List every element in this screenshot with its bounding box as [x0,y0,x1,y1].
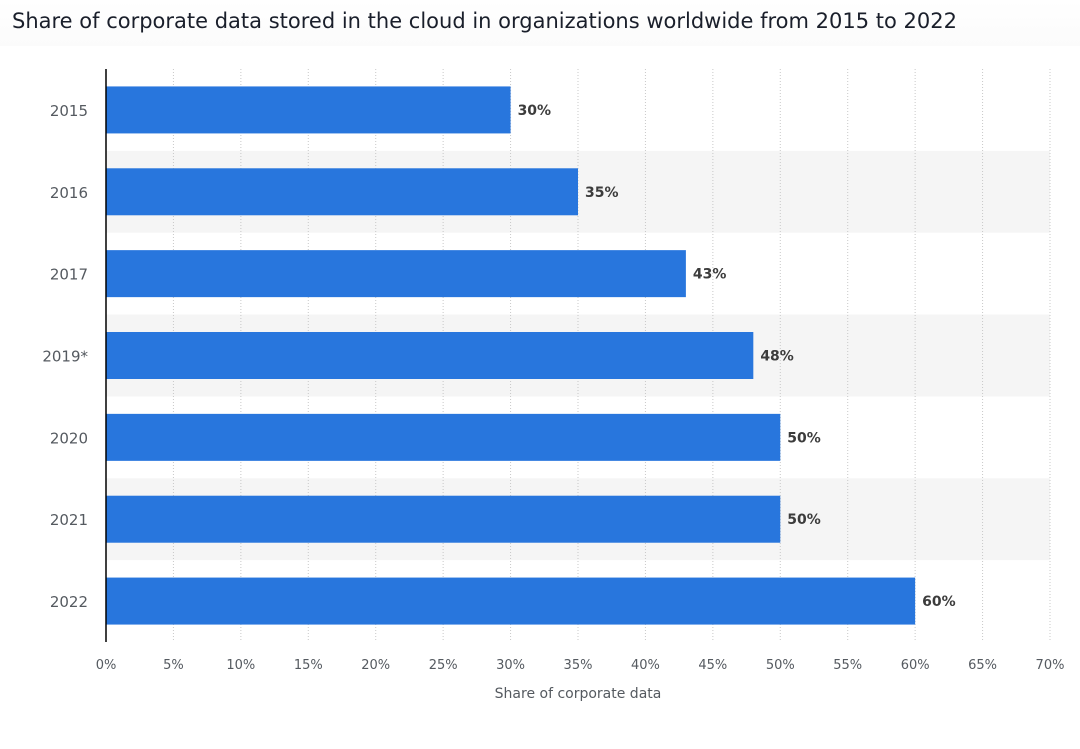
bar-value-label: 50% [787,512,821,528]
bar-value-label: 50% [787,430,821,446]
bar [106,168,578,216]
bar-value-label: 43% [693,267,727,283]
category-label: 2016 [50,184,88,202]
x-tick-label: 60% [901,658,930,673]
bar [106,250,686,298]
bar [106,495,781,543]
x-tick-label: 10% [226,658,255,673]
x-axis-label: Share of corporate data [495,686,662,702]
x-tick-label: 35% [564,658,593,673]
category-label: 2021 [50,511,88,529]
category-label: 2019* [42,348,88,366]
bars [106,86,916,625]
x-tick-label: 30% [496,658,525,673]
gridlines [172,69,1051,642]
category-label: 2017 [50,266,88,284]
x-tick-label: 25% [429,658,458,673]
title-band [0,0,1080,46]
x-tick-label: 15% [294,658,323,673]
bar [106,332,754,379]
x-tick-labels: 0% 5% 10% 15% 20% 25% 30% 35% 40% 45% 50% 55% 60% 65%… [96,658,1065,673]
bar-value-label: 30% [518,103,552,119]
x-tick-label: 55% [833,658,862,673]
x-tick-label: 50% [766,658,795,673]
category-label: 2022 [50,593,88,611]
value-labels: 30% 35% 43% 48% 50% 50% 60% [518,103,956,610]
x-tick-label: 40% [631,658,660,673]
bar-value-label: 35% [585,185,619,201]
chart-title: Share of corporate data stored in the cl… [12,9,957,33]
bar [106,413,781,461]
x-tick-label: 5% [163,658,184,673]
category-label: 2015 [50,102,88,120]
bar [106,577,916,625]
bar [106,86,511,134]
bar-value-label: 48% [760,349,794,365]
category-label: 2020 [50,429,88,447]
category-labels: 2015 2016 2017 2019* 2020 2021 2022 [42,102,88,611]
bar-value-label: 60% [922,594,956,610]
x-tick-label: 45% [698,658,727,673]
x-tick-label: 65% [968,658,997,673]
x-tick-label: 0% [96,658,117,673]
x-tick-label: 20% [361,658,390,673]
x-tick-label: 70% [1036,658,1065,673]
